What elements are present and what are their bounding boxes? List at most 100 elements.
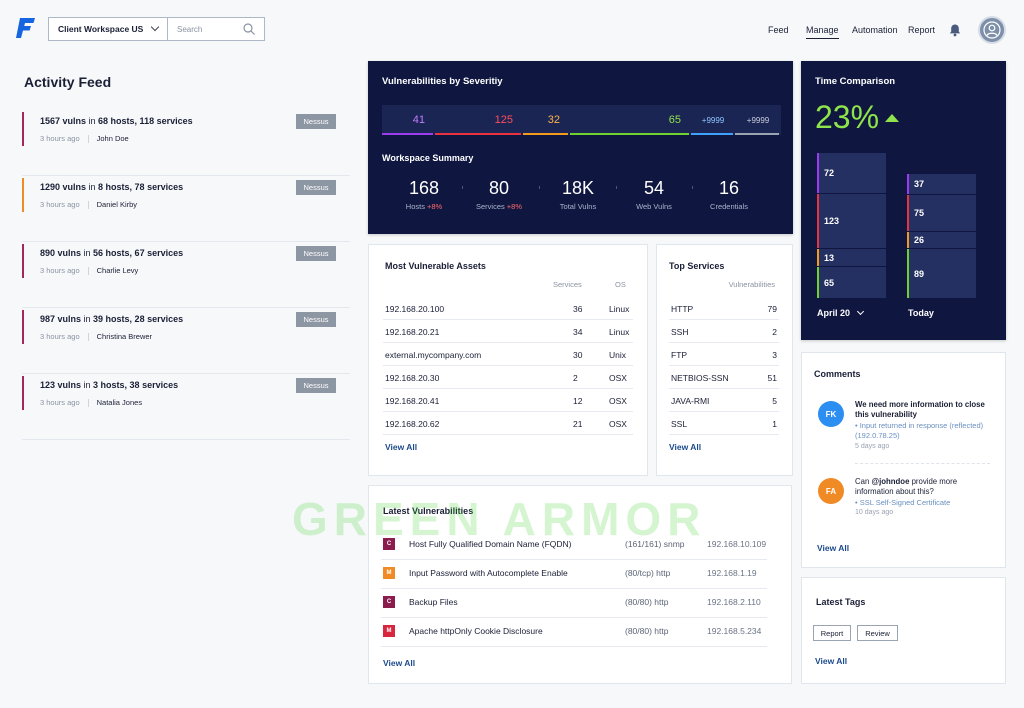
service-name: SSL (671, 419, 688, 429)
vuln-ip: 192.168.10.109 (707, 539, 767, 549)
severity-indicator (22, 178, 24, 212)
severity-segment[interactable]: 65 (570, 105, 691, 135)
vuln-name: Apache httpOnly Cookie Disclosure (409, 626, 543, 636)
app-logo-icon[interactable] (16, 16, 36, 40)
table-row[interactable]: external.mycompany.com 30 Unix (383, 343, 633, 366)
severity-bar: 41 125 32 65 +9999 +9999 (382, 105, 781, 135)
table-row[interactable]: FTP 3 (669, 343, 779, 366)
asset-services: 36 (573, 304, 583, 314)
feed-meta: 3 hours ago Christina Brewer (40, 332, 152, 341)
search-icon[interactable] (243, 23, 255, 35)
severity-segment[interactable]: +9999 (735, 105, 781, 135)
time-comparison-panel: Time Comparison 23% 72 123 13 65 37 75 26 89 Ap… (801, 61, 1006, 340)
severity-count: 32 (547, 114, 560, 126)
vuln-row[interactable]: C Backup Files (80/80) http 192.168.2.110 (381, 589, 767, 618)
asset-host: external.mycompany.com (385, 350, 482, 360)
stat-label-text: Web Vulns (636, 202, 672, 211)
table-row[interactable]: JAVA-RMI 5 (669, 389, 779, 412)
period-select[interactable]: April 20 (817, 307, 865, 318)
table-row[interactable]: 192.168.20.41 12 OSX (383, 389, 633, 412)
feed-item[interactable]: 1567 vulns in 68 hosts, 118 services 3 ho… (22, 110, 350, 176)
severity-line (735, 133, 779, 135)
source-badge: Nessus (296, 114, 336, 129)
workspace-select[interactable]: Client Workspace US (48, 17, 168, 41)
asset-os: OSX (609, 396, 627, 406)
meta-divider (87, 332, 89, 341)
comment-mention[interactable]: @johndoe (871, 477, 910, 486)
source-badge: Nessus (296, 312, 336, 327)
table-row[interactable]: 192.168.20.21 34 Linux (383, 320, 633, 343)
feed-user[interactable]: Daniel Kirby (96, 200, 138, 209)
block-edge (817, 194, 819, 248)
vuln-row[interactable]: C Host Fully Qualified Domain Name (FQDN)… (381, 531, 767, 560)
severity-segment[interactable]: 125 (435, 105, 523, 135)
feed-user[interactable]: John Doe (96, 134, 129, 143)
feed-meta: 3 hours ago John Doe (40, 134, 129, 143)
comments-view-all-link[interactable]: View All (817, 543, 850, 553)
comments-card: Comments FK We need more information to … (801, 352, 1006, 568)
tag-report[interactable]: Report (813, 625, 851, 641)
feed-item[interactable]: 123 vulns in 3 hosts, 38 services 3 hours… (22, 374, 350, 440)
feed-item[interactable]: 1290 vulns in 8 hosts, 78 services 3 hour… (22, 176, 350, 242)
comment-reference-link[interactable]: • Input returned in response (reflected)… (855, 421, 984, 440)
summary-stat: 18K Total Vulns (548, 178, 608, 211)
severity-indicator (22, 112, 24, 146)
asset-os: Linux (609, 327, 630, 337)
assets-title: Most Vulnerable Assets (385, 261, 486, 271)
today-block: 75 (907, 195, 976, 231)
stat-value: 18K (561, 178, 595, 198)
table-row[interactable]: SSH 2 (669, 320, 779, 343)
vuln-count: 123 vulns (40, 380, 82, 390)
severity-segment[interactable]: +9999 (691, 105, 735, 135)
table-row[interactable]: 192.168.20.62 21 OSX (383, 412, 633, 435)
assets-view-all-link[interactable]: View All (385, 442, 418, 452)
feed-user[interactable]: Charlie Levy (96, 266, 139, 275)
feed-user[interactable]: Natalia Jones (96, 398, 143, 407)
tags-view-all-link[interactable]: View All (815, 656, 848, 666)
asset-os: Unix (609, 350, 627, 360)
tag-review[interactable]: Review (857, 625, 898, 641)
table-row[interactable]: 192.168.20.30 2 OSX (383, 366, 633, 389)
vuln-count: 1290 vulns (40, 182, 87, 192)
vuln-row[interactable]: M Apache httpOnly Cookie Disclosure (80/80… (381, 618, 767, 647)
latest-vulns-title: Latest Vulnerabilities (383, 506, 474, 516)
user-avatar[interactable] (978, 16, 1006, 44)
nav-automation[interactable]: Automation (852, 25, 898, 35)
service-count: 3 (772, 350, 777, 360)
comment-reference-link[interactable]: • SSL Self-Signed Certificate (855, 498, 951, 507)
severity-line (691, 133, 733, 135)
summary-stat: 80 Services +8% (469, 178, 529, 211)
stat-divider (461, 186, 463, 189)
services-col-vulns: Vulnerabilities (728, 280, 775, 289)
severity-count: +9999 (701, 115, 725, 125)
search-input[interactable] (168, 18, 238, 40)
feed-user[interactable]: Christina Brewer (96, 332, 153, 341)
asset-host: 192.168.20.41 (385, 396, 440, 406)
vuln-ip: 192.168.5.234 (707, 626, 762, 636)
stat-divider (691, 186, 693, 189)
feed-item[interactable]: 890 vulns in 56 hosts, 67 services 3 hour… (22, 242, 350, 308)
summary-stat: 54 Web Vulns (624, 178, 684, 211)
severity-segment[interactable]: 41 (382, 105, 435, 135)
table-row[interactable]: NETBIOS-SSN 51 (669, 366, 779, 389)
severity-segment[interactable]: 32 (523, 105, 570, 135)
stat-delta: +8% (426, 202, 443, 211)
source-badge: Nessus (296, 378, 336, 393)
feed-meta: 3 hours ago Charlie Levy (40, 266, 138, 275)
vuln-row[interactable]: M Input Password with Autocomplete Enable… (381, 560, 767, 589)
table-row[interactable]: HTTP 79 (669, 297, 779, 320)
table-row[interactable]: SSL 1 (669, 412, 779, 435)
feed-item[interactable]: 987 vulns in 39 hosts, 28 services 3 hour… (22, 308, 350, 374)
bell-icon[interactable] (948, 23, 962, 37)
nav-manage[interactable]: Manage (806, 25, 839, 39)
table-row[interactable]: 192.168.20.100 36 Linux (383, 297, 633, 320)
latest-vulns-view-all-link[interactable]: View All (383, 658, 416, 668)
severity-title: Vulnerabilities by Severitiy (382, 76, 503, 87)
nav-report[interactable]: Report (908, 25, 936, 35)
service-name: HTTP (671, 304, 694, 314)
asset-host: 192.168.20.100 (385, 304, 445, 314)
feed-summary: 890 vulns in 56 hosts, 67 services (40, 248, 183, 258)
services-view-all-link[interactable]: View All (669, 442, 702, 452)
comment-body-suffix: provide more information about this? (855, 477, 958, 496)
nav-feed[interactable]: Feed (768, 25, 789, 35)
